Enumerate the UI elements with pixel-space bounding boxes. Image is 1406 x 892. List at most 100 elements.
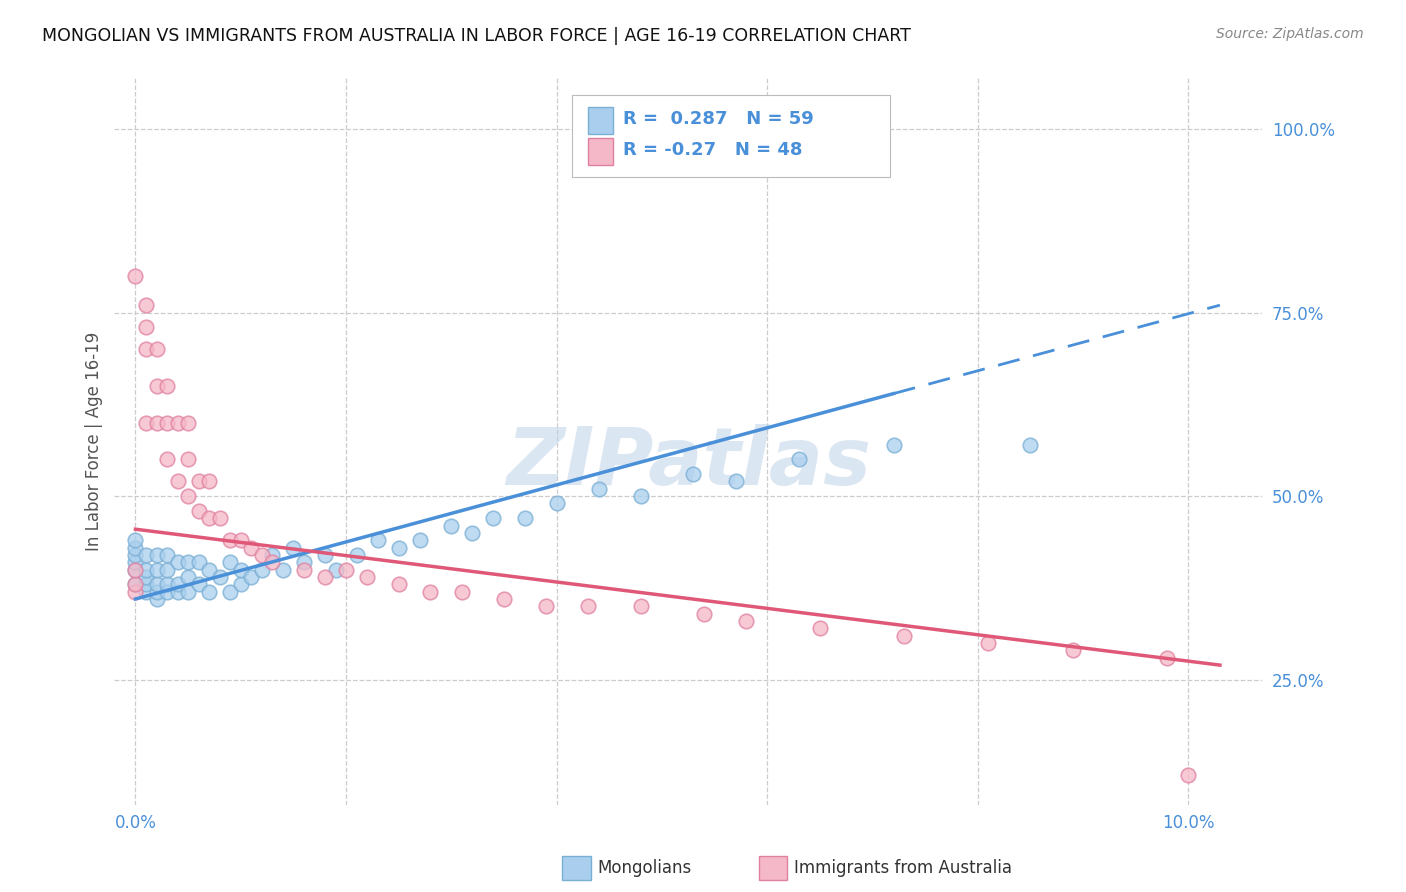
Point — [177, 452, 200, 467]
Point — [283, 541, 305, 555]
Point — [893, 629, 915, 643]
Point — [135, 548, 157, 562]
Point — [145, 584, 167, 599]
Point — [145, 379, 167, 393]
Point — [156, 584, 179, 599]
Point — [724, 475, 747, 489]
Point — [124, 563, 146, 577]
Point — [1177, 768, 1199, 782]
Point — [292, 555, 315, 569]
Point — [409, 533, 432, 548]
Point — [135, 563, 157, 577]
Point — [156, 379, 179, 393]
Point — [145, 563, 167, 577]
Point — [208, 570, 231, 584]
Point — [630, 599, 652, 614]
Point — [388, 577, 411, 591]
Point — [156, 548, 179, 562]
Point — [250, 563, 273, 577]
Point — [135, 298, 157, 312]
Point — [156, 563, 179, 577]
Point — [166, 555, 188, 569]
Point — [219, 533, 242, 548]
Point — [977, 636, 1000, 650]
Text: R = -0.27   N = 48: R = -0.27 N = 48 — [623, 141, 803, 159]
Point — [177, 489, 200, 503]
Point — [145, 343, 167, 357]
Point — [262, 555, 284, 569]
Point — [240, 570, 263, 584]
Point — [546, 496, 568, 510]
Point — [166, 584, 188, 599]
Point — [135, 416, 157, 430]
Point — [177, 584, 200, 599]
Point — [482, 511, 505, 525]
Point — [229, 577, 252, 591]
Point — [124, 548, 146, 562]
Point — [808, 621, 831, 635]
Point — [135, 570, 157, 584]
Point — [292, 563, 315, 577]
Point — [166, 416, 188, 430]
Point — [219, 584, 242, 599]
Point — [187, 577, 209, 591]
Point — [177, 555, 200, 569]
Point — [787, 452, 810, 467]
Text: Source: ZipAtlas.com: Source: ZipAtlas.com — [1216, 27, 1364, 41]
Point — [124, 584, 146, 599]
Point — [250, 548, 273, 562]
Point — [124, 555, 146, 569]
Point — [135, 577, 157, 591]
Point — [440, 518, 463, 533]
Point — [187, 555, 209, 569]
Text: MONGOLIAN VS IMMIGRANTS FROM AUSTRALIA IN LABOR FORCE | AGE 16-19 CORRELATION CH: MONGOLIAN VS IMMIGRANTS FROM AUSTRALIA I… — [42, 27, 911, 45]
Text: R =  0.287   N = 59: R = 0.287 N = 59 — [623, 110, 814, 128]
Point — [124, 533, 146, 548]
Point — [588, 482, 610, 496]
Point — [576, 599, 599, 614]
Point — [124, 577, 146, 591]
Point — [208, 511, 231, 525]
Point — [135, 320, 157, 334]
Point — [156, 416, 179, 430]
Point — [145, 416, 167, 430]
Point — [1156, 650, 1178, 665]
Point — [124, 563, 146, 577]
Point — [630, 489, 652, 503]
Point — [262, 548, 284, 562]
Text: Immigrants from Australia: Immigrants from Australia — [794, 859, 1012, 877]
Point — [198, 475, 221, 489]
Point — [388, 541, 411, 555]
Point — [187, 504, 209, 518]
Point — [356, 570, 378, 584]
Point — [177, 570, 200, 584]
Point — [145, 548, 167, 562]
Point — [135, 343, 157, 357]
Point — [693, 607, 716, 621]
Point — [240, 541, 263, 555]
Point — [367, 533, 389, 548]
Point — [346, 548, 368, 562]
Point — [314, 570, 336, 584]
Point — [198, 584, 221, 599]
Point — [135, 584, 157, 599]
Point — [461, 525, 484, 540]
Point — [314, 548, 336, 562]
Point — [177, 416, 200, 430]
Point — [145, 592, 167, 607]
Point — [1019, 438, 1042, 452]
Point — [166, 475, 188, 489]
Point — [450, 584, 472, 599]
Point — [145, 577, 167, 591]
Point — [219, 555, 242, 569]
Point — [271, 563, 294, 577]
Point — [492, 592, 515, 607]
Point — [124, 577, 146, 591]
Point — [335, 563, 357, 577]
Point — [156, 452, 179, 467]
Point — [198, 563, 221, 577]
Point — [124, 268, 146, 283]
Y-axis label: In Labor Force | Age 16-19: In Labor Force | Age 16-19 — [86, 332, 103, 550]
Point — [166, 577, 188, 591]
Point — [198, 511, 221, 525]
